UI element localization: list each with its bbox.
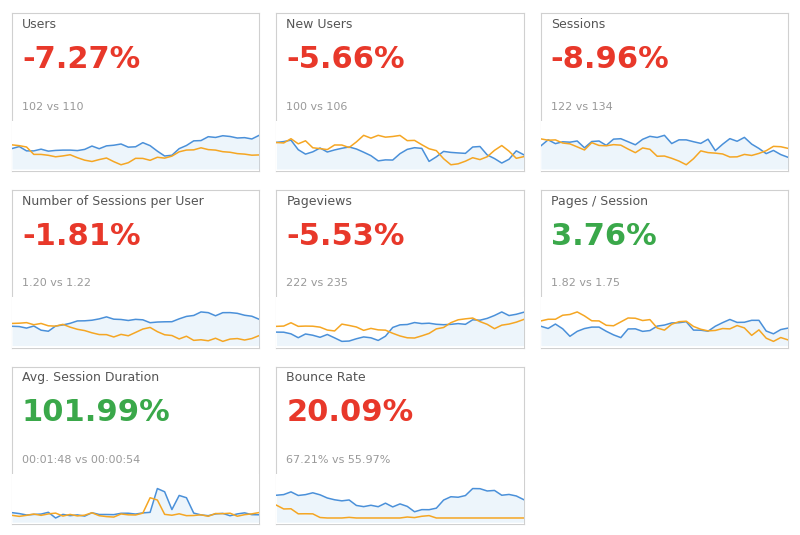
Text: 101.99%: 101.99% xyxy=(22,398,170,427)
Text: Users: Users xyxy=(22,18,57,31)
Text: Pages / Session: Pages / Session xyxy=(550,195,648,208)
Text: 67.21% vs 55.97%: 67.21% vs 55.97% xyxy=(286,455,390,465)
Text: -7.27%: -7.27% xyxy=(22,45,140,74)
Text: 222 vs 235: 222 vs 235 xyxy=(286,278,348,288)
Text: -8.96%: -8.96% xyxy=(550,45,670,74)
Text: New Users: New Users xyxy=(286,18,353,31)
Text: 102 vs 110: 102 vs 110 xyxy=(22,102,83,112)
Text: 100 vs 106: 100 vs 106 xyxy=(286,102,348,112)
Text: 1.20 vs 1.22: 1.20 vs 1.22 xyxy=(22,278,91,288)
Text: 20.09%: 20.09% xyxy=(286,398,414,427)
Text: -1.81%: -1.81% xyxy=(22,221,141,250)
Text: -5.53%: -5.53% xyxy=(286,221,405,250)
Text: 1.82 vs 1.75: 1.82 vs 1.75 xyxy=(550,278,620,288)
Text: 122 vs 134: 122 vs 134 xyxy=(550,102,613,112)
Text: 00:01:48 vs 00:00:54: 00:01:48 vs 00:00:54 xyxy=(22,455,140,465)
Text: Pageviews: Pageviews xyxy=(286,195,352,208)
Text: -5.66%: -5.66% xyxy=(286,45,405,74)
Text: 3.76%: 3.76% xyxy=(550,221,657,250)
Text: Avg. Session Duration: Avg. Session Duration xyxy=(22,371,159,384)
Text: Sessions: Sessions xyxy=(550,18,605,31)
Text: Bounce Rate: Bounce Rate xyxy=(286,371,366,384)
Text: Number of Sessions per User: Number of Sessions per User xyxy=(22,195,204,208)
